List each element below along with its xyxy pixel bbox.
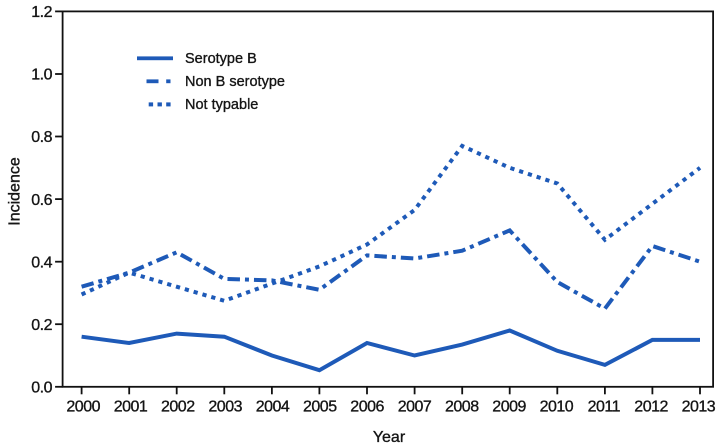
svg-text:2003: 2003 xyxy=(208,399,242,416)
svg-text:2000: 2000 xyxy=(66,399,100,416)
svg-text:2004: 2004 xyxy=(256,399,290,416)
svg-text:2006: 2006 xyxy=(350,399,384,416)
svg-text:2005: 2005 xyxy=(303,399,337,416)
svg-text:1.0: 1.0 xyxy=(31,67,52,84)
svg-text:Non B serotype: Non B serotype xyxy=(185,74,285,90)
svg-text:2013: 2013 xyxy=(682,399,716,416)
svg-text:2002: 2002 xyxy=(161,399,195,416)
svg-text:Serotype B: Serotype B xyxy=(185,51,257,67)
svg-text:2010: 2010 xyxy=(540,399,574,416)
svg-text:2009: 2009 xyxy=(492,399,526,416)
svg-text:0.8: 0.8 xyxy=(31,129,52,146)
svg-text:Not typable: Not typable xyxy=(185,97,258,113)
svg-text:2001: 2001 xyxy=(114,399,148,416)
svg-text:0.6: 0.6 xyxy=(31,192,52,209)
svg-text:2012: 2012 xyxy=(634,399,668,416)
svg-text:2011: 2011 xyxy=(588,399,621,416)
svg-text:Incidence: Incidence xyxy=(7,157,24,226)
svg-text:2007: 2007 xyxy=(398,399,432,416)
svg-text:0.0: 0.0 xyxy=(31,380,52,397)
svg-text:2008: 2008 xyxy=(445,399,479,416)
svg-text:1.2: 1.2 xyxy=(31,4,52,21)
svg-text:0.2: 0.2 xyxy=(31,317,52,334)
svg-text:Year: Year xyxy=(373,429,406,446)
svg-text:0.4: 0.4 xyxy=(31,254,52,271)
